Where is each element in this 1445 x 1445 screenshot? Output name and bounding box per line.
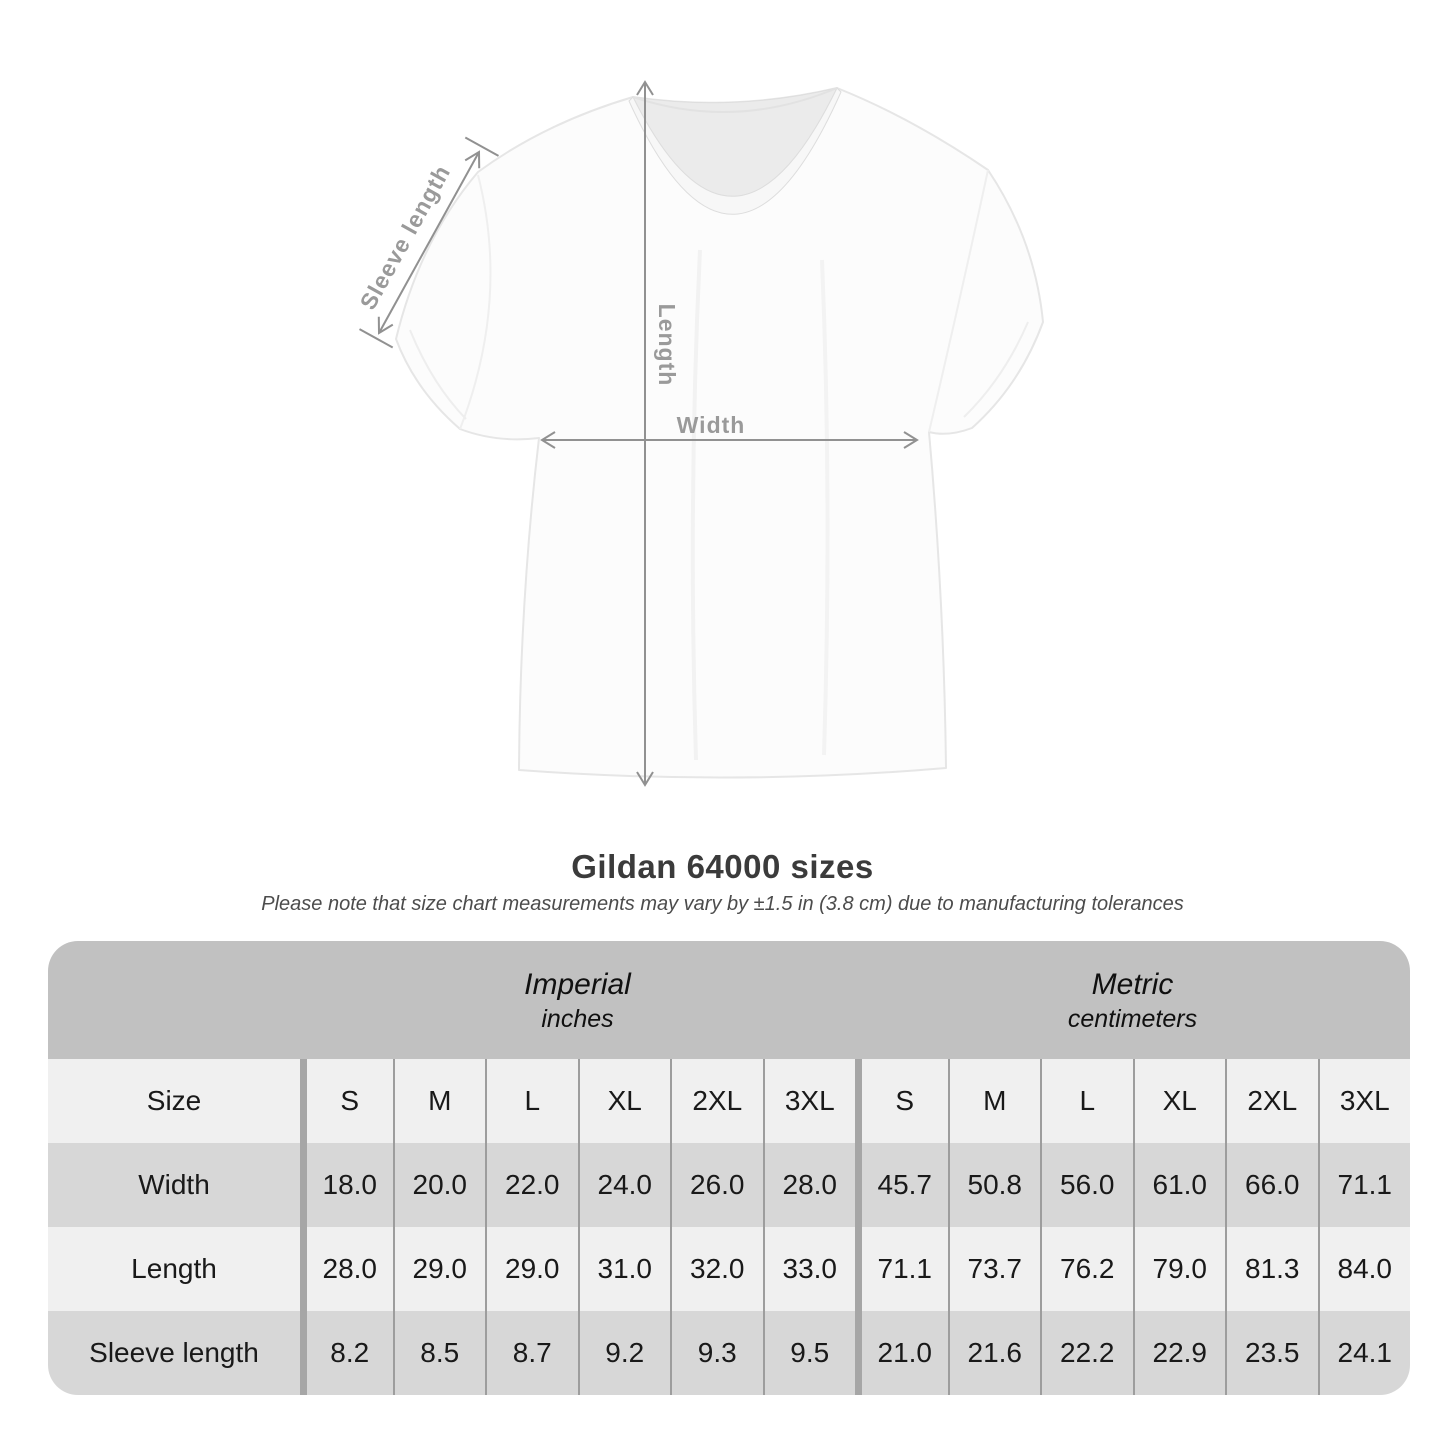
metric-header: Metric centimeters [855, 941, 1410, 1059]
size-table: Imperial inches Metric centimeters Size … [48, 941, 1410, 1395]
row-label: Sleeve length [89, 1337, 259, 1368]
table-cell: 71.1 [855, 1227, 948, 1311]
size-col-header: XL [1132, 1059, 1226, 1143]
size-col-header: XL [577, 1059, 671, 1143]
table-cell: 76.2 [1040, 1227, 1133, 1311]
table-cell: 18.0 [300, 1143, 393, 1227]
table-cell: 24.1 [1317, 1311, 1411, 1395]
table-cell: 9.3 [670, 1311, 763, 1395]
table-cell: 8.2 [300, 1311, 393, 1395]
table-cell: 45.7 [855, 1143, 948, 1227]
unit-header-row: Imperial inches Metric centimeters [48, 941, 1410, 1059]
fold-line [820, 259, 830, 756]
table-cell: 9.5 [762, 1311, 856, 1395]
size-col-header: 2XL [1225, 1059, 1318, 1143]
imperial-header: Imperial inches [300, 941, 855, 1059]
table-cell: 79.0 [1132, 1227, 1226, 1311]
size-col-header: L [1040, 1059, 1133, 1143]
table-cell: 56.0 [1040, 1143, 1133, 1227]
table-cell: 8.5 [392, 1311, 486, 1395]
width-label: Width [677, 412, 746, 438]
table-cell: 84.0 [1317, 1227, 1411, 1311]
table-cell: 29.0 [392, 1227, 486, 1311]
table-cell: 21.6 [947, 1311, 1041, 1395]
size-header-row: Size S M L XL 2XL 3XL S M L XL 2XL 3XL [48, 1059, 1410, 1143]
table-cell: 61.0 [1132, 1143, 1226, 1227]
tshirt-graphic [395, 87, 1044, 779]
row-label: Length [131, 1253, 217, 1284]
length-arrow [636, 80, 654, 787]
unit-header-spacer [48, 941, 300, 1059]
left-cuff-seam [409, 329, 467, 420]
size-col-header: M [392, 1059, 486, 1143]
table-cell: 22.9 [1132, 1311, 1226, 1395]
imperial-label: Imperial [524, 968, 631, 1001]
size-col-header: 2XL [670, 1059, 763, 1143]
fold-line [690, 249, 702, 761]
back-collar-seam [632, 87, 838, 113]
table-cell: 32.0 [670, 1227, 763, 1311]
size-col-header: 3XL [1317, 1059, 1411, 1143]
table-cell: 73.7 [947, 1227, 1041, 1311]
size-col-header: M [947, 1059, 1041, 1143]
table-cell: 31.0 [577, 1227, 671, 1311]
imperial-unit-label: inches [541, 1005, 614, 1033]
table-cell: 23.5 [1225, 1311, 1318, 1395]
width-arrow [540, 431, 919, 449]
sleeve-length-arrow [359, 136, 499, 349]
metric-label: Metric [1091, 968, 1174, 1001]
length-row: Length 28.0 29.0 29.0 31.0 32.0 33.0 71.… [48, 1227, 1410, 1311]
size-col-header: S [300, 1059, 393, 1143]
right-cuff-seam [963, 321, 1029, 418]
row-label: Width [138, 1169, 210, 1200]
page-title: Gildan 64000 sizes [571, 848, 874, 885]
sleeve-length-row: Sleeve length 8.2 8.5 8.7 9.2 9.3 9.5 21… [48, 1311, 1410, 1395]
tolerance-note: Please note that size chart measurements… [261, 893, 1184, 915]
size-corner-label: Size [146, 1085, 202, 1116]
table-cell: 28.0 [762, 1143, 856, 1227]
table-cell: 29.0 [485, 1227, 578, 1311]
table-cell: 26.0 [670, 1143, 763, 1227]
table-cell: 71.1 [1317, 1143, 1411, 1227]
width-row: Width 18.0 20.0 22.0 24.0 26.0 28.0 45.7… [48, 1143, 1410, 1227]
metric-unit-label: centimeters [1067, 1005, 1198, 1033]
collar-band [628, 87, 842, 215]
table-cell: 50.8 [947, 1143, 1041, 1227]
size-col-header: S [855, 1059, 948, 1143]
table-cell: 28.0 [300, 1227, 393, 1311]
table-cell: 9.2 [577, 1311, 671, 1395]
table-cell: 81.3 [1225, 1227, 1318, 1311]
size-col-header: L [485, 1059, 578, 1143]
table-cell: 21.0 [855, 1311, 948, 1395]
table-cell: 22.2 [1040, 1311, 1133, 1395]
tshirt-measurement-diagram: Sleeve length Length Width [355, 80, 1044, 787]
left-sleeve-seam [459, 174, 492, 430]
table-cell: 66.0 [1225, 1143, 1318, 1227]
table-cell: 24.0 [577, 1143, 671, 1227]
size-col-header: 3XL [762, 1059, 856, 1143]
table-cell: 33.0 [762, 1227, 856, 1311]
length-label: Length [654, 304, 680, 387]
table-cell: 20.0 [392, 1143, 486, 1227]
table-cell: 22.0 [485, 1143, 578, 1227]
dimension-lines [359, 80, 919, 787]
right-sleeve-seam [928, 169, 989, 433]
table-cell: 8.7 [485, 1311, 578, 1395]
